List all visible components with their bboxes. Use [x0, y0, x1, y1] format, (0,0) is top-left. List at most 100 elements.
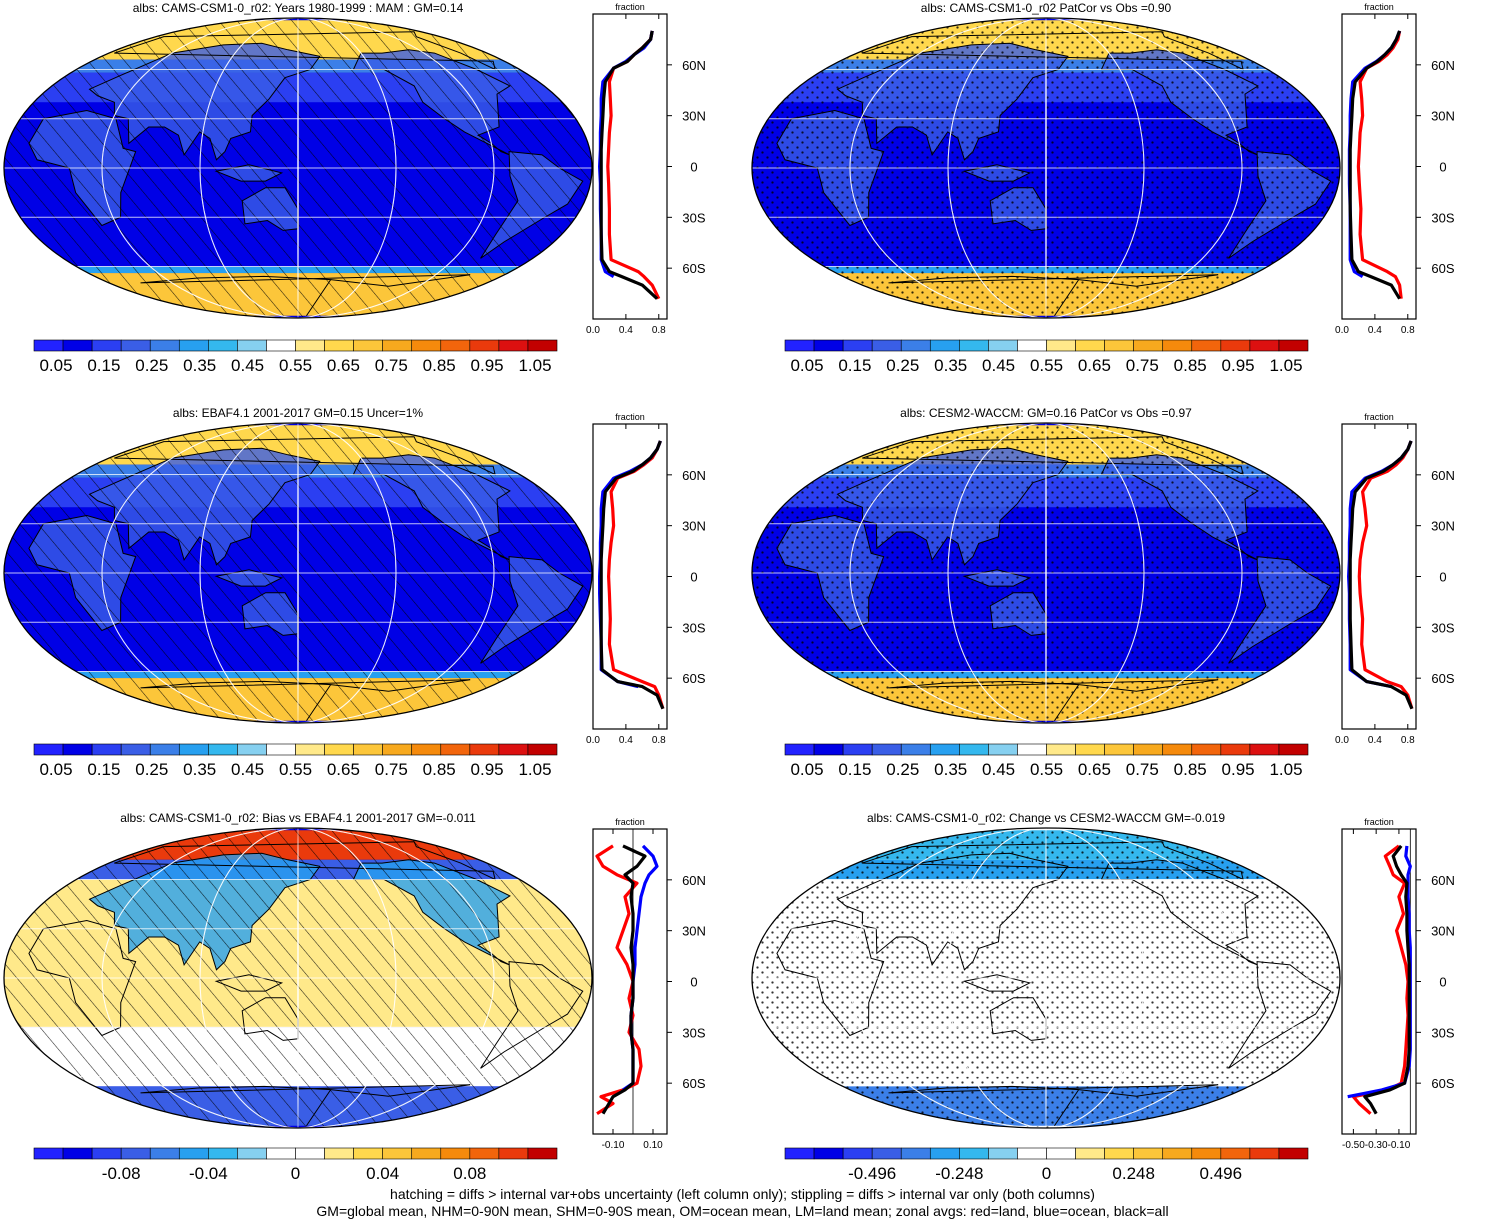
- meridian: [1045, 18, 1047, 318]
- colorbar-box: [382, 743, 413, 756]
- meridian: [199, 18, 397, 318]
- colorbar-label: 0.05: [39, 760, 72, 779]
- colorbar-label: 1.05: [518, 760, 551, 779]
- colorbar-box: [959, 743, 989, 756]
- zonal-all-line: [601, 844, 647, 1115]
- colorbar-label: 1.05: [1269, 356, 1302, 375]
- colorbar-label: 0.25: [135, 760, 168, 779]
- colorbar-label: 0: [1042, 1164, 1051, 1183]
- colorbar-box: [959, 339, 989, 352]
- zonal-all-line: [1348, 30, 1402, 300]
- lat-tick-label: 60S: [1431, 671, 1454, 686]
- colorbar-label: -0.08: [102, 1164, 141, 1183]
- colorbar-box: [1075, 1147, 1105, 1160]
- colorbar-box: [120, 743, 151, 756]
- colorbar-box: [1133, 1147, 1164, 1160]
- colorbar-box: [842, 743, 873, 756]
- colorbar-box: [988, 1147, 1018, 1160]
- lat-tick-label: 30S: [682, 620, 705, 635]
- colorbar-box: [62, 1147, 93, 1160]
- zonal-land-line: [1357, 440, 1414, 710]
- colorbar-box: [353, 339, 383, 352]
- panel-3: albs: EBAF4.1 2001-2017 GM=0.15 Uncer=1%…: [3, 406, 706, 779]
- colorbar-box: [842, 1147, 873, 1160]
- lat-tick-label: 60N: [1431, 873, 1455, 888]
- colorbar-label: 0.55: [1030, 356, 1063, 375]
- colorbar-label: 0.05: [790, 356, 823, 375]
- colorbar-label: 0.45: [231, 760, 264, 779]
- colorbar-box: [1249, 339, 1280, 352]
- colorbar: 0.05 0.15 0.25 0.35 0.45 0.55 0.65 0.75 0.85 0.95…: [33, 339, 558, 375]
- colorbar-box: [1220, 743, 1251, 756]
- colorbar-label: 0.15: [87, 356, 120, 375]
- colorbar-box: [266, 743, 296, 756]
- lat-tick-label: 30N: [1431, 109, 1455, 124]
- colorbar-box: [813, 743, 844, 756]
- colorbar-label: 0.45: [231, 356, 264, 375]
- colorbar: 0.05 0.15 0.25 0.35 0.45 0.55 0.65 0.75 0.85 0.95…: [784, 339, 1309, 375]
- colorbar-label: 0.15: [87, 760, 120, 779]
- colorbar-label: 0.75: [1126, 356, 1159, 375]
- panel-title: albs: CAMS-CSM1-0_r02 PatCor vs Obs =0.9…: [921, 1, 1172, 15]
- colorbar-box: [1278, 339, 1309, 352]
- zonal-xlabel: fraction: [615, 412, 645, 422]
- colorbar-label: 0.65: [1078, 356, 1111, 375]
- footer-line-2: GM=global mean, NHM=0-90N mean, SHM=0-90…: [316, 1203, 1169, 1219]
- zonal-tick-label: 0.10: [643, 1140, 663, 1151]
- colorbar-box: [1075, 743, 1105, 756]
- colorbar-box: [353, 1147, 383, 1160]
- colorbar-label: -0.04: [189, 1164, 228, 1183]
- zonal-plot: fraction -0.10 0.10 60N 30N 0 30S 60S: [592, 817, 706, 1151]
- colorbar-box: [91, 743, 122, 756]
- colorbar-label: 0.95: [1222, 356, 1255, 375]
- colorbar-label: 0.15: [838, 760, 871, 779]
- map: [4, 423, 592, 723]
- colorbar-box: [1075, 339, 1105, 352]
- meridian: [101, 423, 495, 723]
- colorbar-box: [1046, 1147, 1076, 1160]
- colorbar-box: [91, 1147, 122, 1160]
- colorbar-box: [498, 339, 529, 352]
- lat-tick-label: 0: [1439, 160, 1446, 175]
- zonal-tick-label: 0.0: [1335, 325, 1349, 336]
- meridian: [849, 18, 1243, 318]
- colorbar-box: [1104, 1147, 1134, 1160]
- colorbar-box: [62, 339, 93, 352]
- colorbar-label: 0.85: [423, 760, 456, 779]
- colorbar-box: [1191, 1147, 1222, 1160]
- zonal-tick-label: 0.8: [652, 325, 666, 336]
- zonal-plot: fraction 0.0 0.4 0.8 60N 30N 0 30S 60S: [1335, 2, 1455, 336]
- zonal-xlabel: fraction: [1364, 412, 1394, 422]
- colorbar-label: 0.65: [327, 356, 360, 375]
- zonal-xlabel: fraction: [1364, 817, 1394, 827]
- colorbar-label: 0.25: [135, 356, 168, 375]
- colorbar-box: [1191, 339, 1222, 352]
- colorbar-box: [1249, 1147, 1280, 1160]
- zonal-tick-label: -0.10: [602, 1140, 625, 1151]
- colorbar-box: [1133, 339, 1164, 352]
- zonal-tick-label: -0.10: [1388, 1140, 1411, 1151]
- zonal-tick-label: 0.8: [1401, 735, 1415, 746]
- colorbar-box: [411, 1147, 442, 1160]
- lat-tick-label: 0: [1439, 975, 1446, 990]
- colorbar-label: 0: [291, 1164, 300, 1183]
- colorbar-box: [1017, 743, 1047, 756]
- colorbar-label: 0.75: [375, 760, 408, 779]
- colorbar-box: [382, 339, 413, 352]
- colorbar-label: 0.25: [886, 356, 919, 375]
- map-border: [751, 422, 1341, 724]
- colorbar-label: 0.248: [1112, 1164, 1155, 1183]
- map: [752, 18, 1340, 318]
- colorbar-box: [469, 743, 500, 756]
- lat-tick-label: 0: [1439, 570, 1446, 585]
- colorbar-label: 0.65: [1078, 760, 1111, 779]
- colorbar-box: [120, 339, 151, 352]
- lat-tick-label: 60N: [1431, 468, 1455, 483]
- colorbar-box: [237, 1147, 267, 1160]
- colorbar-box: [988, 743, 1018, 756]
- map-border: [3, 827, 593, 1129]
- panel-title: albs: CESM2-WACCM: GM=0.16 PatCor vs Obs…: [900, 406, 1192, 420]
- colorbar: -0.496 -0.248 0 0.248 0.496: [784, 1147, 1309, 1183]
- colorbar-box: [469, 1147, 500, 1160]
- map: [4, 828, 592, 1128]
